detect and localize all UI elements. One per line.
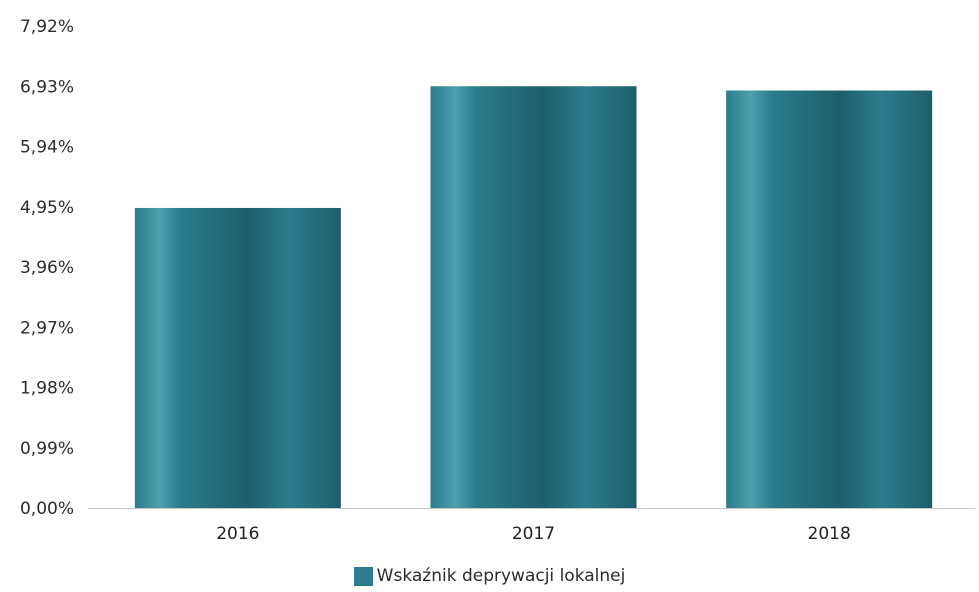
legend-swatch (353, 566, 373, 586)
legend-label: Wskaźnik deprywacji lokalnej (376, 566, 626, 586)
legend: Wskaźnik deprywacji lokalnej (0, 566, 979, 586)
y-tick-label: 7,92% (20, 17, 74, 37)
bar-2018 (726, 90, 933, 508)
y-tick-label: 0,99% (20, 439, 74, 459)
y-tick-label: 1,98% (20, 379, 74, 399)
x-tick-label: 2016 (216, 524, 259, 544)
x-tick-label: 2018 (808, 524, 851, 544)
y-tick-label: 0,00% (20, 499, 74, 519)
bar-2017 (430, 86, 637, 508)
y-tick-label: 2,97% (20, 318, 74, 338)
y-tick-label: 5,94% (20, 138, 74, 158)
bar-2016 (134, 207, 341, 509)
y-tick-label: 3,96% (20, 258, 74, 278)
y-tick-label: 6,93% (20, 77, 74, 97)
x-tick-label: 2017 (512, 524, 555, 544)
y-tick-label: 4,95% (20, 198, 74, 218)
